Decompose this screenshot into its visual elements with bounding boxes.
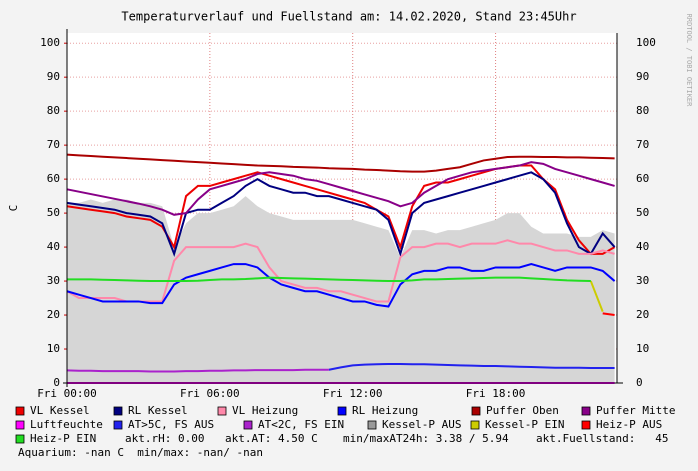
legend-label: Kessel-P AUS [382,418,461,431]
series-line [66,153,615,173]
legend-label: Luftfeuchte [30,418,103,431]
legend-note: akt.AT: 4.50 C [225,432,318,445]
y-tick-label: 30 [47,274,60,287]
legend-swatch [367,420,377,430]
legend-note: akt.Fuellstand: 45 [536,432,668,445]
legend-swatch [243,420,253,430]
series-line [602,312,615,317]
y2-tick-label: 50 [636,206,649,219]
y-tick-label: 20 [47,308,60,321]
series-line [328,362,615,371]
series-line [66,164,616,255]
x-tick-label: Fri 18:00 [466,387,526,400]
y2-tick-label: 20 [636,308,649,321]
series-line [67,276,591,283]
y-tick-label: 10 [47,342,60,355]
y-tick-label: 0 [53,376,60,389]
legend-note: min/maxAT24h: 3.38 / 5.94 [343,432,509,445]
series-line [66,263,616,308]
y2-tick-label: 100 [636,36,656,49]
series-line [66,171,616,258]
series-line [589,280,604,313]
x-tick-label: Fri 06:00 [180,387,240,400]
chart-title: Temperaturverlauf und Fuellstand am: 14.… [121,10,576,24]
y2-tick-label: 90 [636,70,649,83]
legend-swatch [581,420,591,430]
y2-tick-label: 30 [636,274,649,287]
legend-swatch [581,406,591,416]
y-axis-label: C [7,205,20,212]
series-line [66,161,615,216]
legend-label: Puffer Oben [486,404,559,417]
legend-swatch [471,406,481,416]
legend-note: Aquarium: -nan C min/max: -nan/ -nan [18,446,263,459]
y-tick-label: 100 [40,36,60,49]
legend-label: Heiz-P AUS [596,418,662,431]
legend-label: VL Heizung [232,404,298,417]
y-tick-label: 60 [47,172,60,185]
y-tick-label: 40 [47,240,60,253]
watermark: RRDTOOL / TOBI OETIKER [685,14,693,108]
x-tick-label: Fri 12:00 [323,387,383,400]
legend-swatch [217,406,227,416]
legend-swatch [113,420,123,430]
legend-label: RL Kessel [128,404,188,417]
legend-swatch [15,420,25,430]
legend-label: Heiz-P EIN [30,432,96,445]
legend-swatch [470,420,480,430]
legend-swatch [113,406,123,416]
legend-swatch [15,434,25,444]
legend-label: Puffer Mitte [596,404,675,417]
legend-label: AT>5C, FS AUS [128,418,214,431]
y2-tick-label: 80 [636,104,649,117]
x-tick-label: Fri 00:00 [37,387,97,400]
legend-swatch [15,406,25,416]
legend-label: RL Heizung [352,404,418,417]
series-line [66,239,615,303]
y2-tick-label: 60 [636,172,649,185]
y2-tick-label: 70 [636,138,649,151]
series-line [66,368,329,373]
legend-label: Kessel-P EIN [485,418,564,431]
legend-label: AT<2C, FS EIN [258,418,344,431]
y-tick-label: 70 [47,138,60,151]
y2-tick-label: 40 [636,240,649,253]
y2-tick-label: 0 [636,376,643,389]
legend-note: akt.rH: 0.00 [125,432,204,445]
legend-label: VL Kessel [30,404,90,417]
y-tick-label: 80 [47,104,60,117]
legend-swatch [337,406,347,416]
y-tick-label: 90 [47,70,60,83]
y2-tick-label: 10 [636,342,649,355]
y-tick-label: 50 [47,206,60,219]
